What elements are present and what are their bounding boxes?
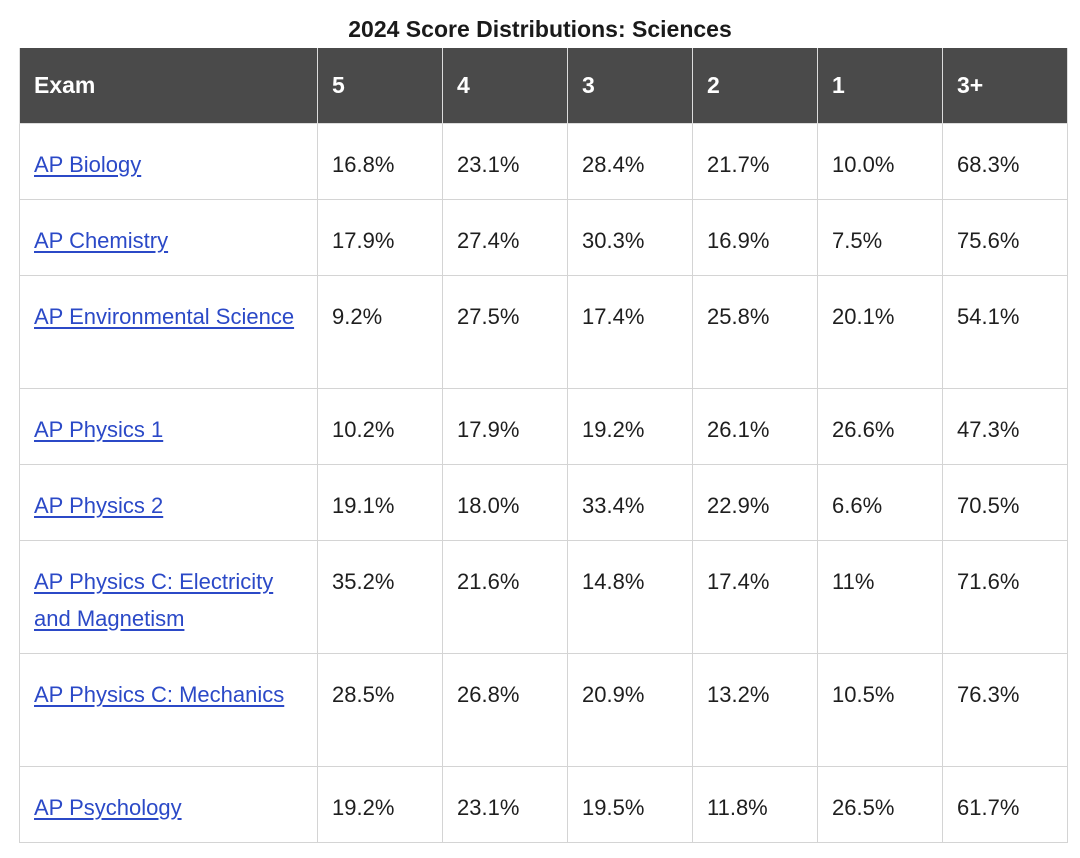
score-cell: 20.1%: [817, 275, 943, 389]
score-cell: 17.9%: [317, 199, 443, 276]
exam-link-ap-environmental-science[interactable]: AP Environmental Science: [34, 304, 295, 329]
column-header-score-2: 2: [692, 48, 818, 124]
score-cell: 17.4%: [692, 540, 818, 654]
exam-cell: AP Psychology: [19, 766, 318, 843]
score-distribution-table: Exam 5 4 3 2 1 3+ AP Biology 16.8% 23.1%…: [19, 48, 1068, 843]
score-cell: 19.5%: [567, 766, 693, 843]
exam-link-ap-chemistry[interactable]: AP Chemistry: [34, 228, 169, 253]
score-cell: 26.1%: [692, 388, 818, 465]
exam-link-ap-biology[interactable]: AP Biology: [34, 152, 142, 177]
score-cell: 10.2%: [317, 388, 443, 465]
score-cell: 17.9%: [442, 388, 568, 465]
table-row: AP Physics 2 19.1% 18.0% 33.4% 22.9% 6.6…: [19, 464, 1068, 541]
score-cell: 11%: [817, 540, 943, 654]
exam-cell: AP Physics C: Mechanics: [19, 653, 318, 767]
score-cell: 28.5%: [317, 653, 443, 767]
score-cell: 33.4%: [567, 464, 693, 541]
score-cell: 26.8%: [442, 653, 568, 767]
score-cell: 35.2%: [317, 540, 443, 654]
score-cell: 68.3%: [942, 123, 1068, 200]
score-cell: 10.5%: [817, 653, 943, 767]
column-header-score-5: 5: [317, 48, 443, 124]
exam-cell: AP Physics 1: [19, 388, 318, 465]
exam-cell: AP Biology: [19, 123, 318, 200]
score-cell: 28.4%: [567, 123, 693, 200]
score-cell: 10.0%: [817, 123, 943, 200]
column-header-score-1: 1: [817, 48, 943, 124]
table-row: AP Environmental Science 9.2% 27.5% 17.4…: [19, 275, 1068, 389]
exam-link-ap-physics-1[interactable]: AP Physics 1: [34, 417, 164, 442]
score-cell: 19.1%: [317, 464, 443, 541]
score-cell: 7.5%: [817, 199, 943, 276]
score-cell: 21.7%: [692, 123, 818, 200]
score-cell: 26.5%: [817, 766, 943, 843]
score-cell: 71.6%: [942, 540, 1068, 654]
score-cell: 13.2%: [692, 653, 818, 767]
score-cell: 9.2%: [317, 275, 443, 389]
column-header-score-4: 4: [442, 48, 568, 124]
score-cell: 30.3%: [567, 199, 693, 276]
score-cell: 70.5%: [942, 464, 1068, 541]
exam-cell: AP Physics C: Electricity and Magnetism: [19, 540, 318, 654]
score-cell: 27.5%: [442, 275, 568, 389]
exam-link-ap-physics-2[interactable]: AP Physics 2: [34, 493, 164, 518]
score-cell: 16.8%: [317, 123, 443, 200]
score-cell: 22.9%: [692, 464, 818, 541]
score-cell: 23.1%: [442, 123, 568, 200]
score-cell: 19.2%: [567, 388, 693, 465]
score-cell: 25.8%: [692, 275, 818, 389]
column-header-3-plus: 3+: [942, 48, 1068, 124]
exam-link-ap-psychology[interactable]: AP Psychology: [34, 795, 182, 820]
table-title: 2024 Score Distributions: Sciences: [348, 16, 732, 42]
exam-link-ap-physics-c-mechanics[interactable]: AP Physics C: Mechanics: [34, 682, 285, 707]
exam-link-ap-physics-c-electricity-and-magnetism[interactable]: AP Physics C: Electricity and Magnetism: [34, 569, 274, 631]
score-cell: 16.9%: [692, 199, 818, 276]
header-row: Exam 5 4 3 2 1 3+: [19, 48, 1068, 124]
score-cell: 14.8%: [567, 540, 693, 654]
score-cell: 20.9%: [567, 653, 693, 767]
column-header-score-3: 3: [567, 48, 693, 124]
score-cell: 27.4%: [442, 199, 568, 276]
score-cell: 75.6%: [942, 199, 1068, 276]
table-row: AP Physics C: Electricity and Magnetism …: [19, 540, 1068, 654]
score-cell: 54.1%: [942, 275, 1068, 389]
exam-cell: AP Environmental Science: [19, 275, 318, 389]
score-cell: 6.6%: [817, 464, 943, 541]
table-row: AP Physics 1 10.2% 17.9% 19.2% 26.1% 26.…: [19, 388, 1068, 465]
exam-cell: AP Chemistry: [19, 199, 318, 276]
score-cell: 76.3%: [942, 653, 1068, 767]
table-row: AP Chemistry 17.9% 27.4% 30.3% 16.9% 7.5…: [19, 199, 1068, 276]
score-cell: 26.6%: [817, 388, 943, 465]
exam-cell: AP Physics 2: [19, 464, 318, 541]
column-header-exam: Exam: [19, 48, 318, 124]
score-cell: 19.2%: [317, 766, 443, 843]
table-row: AP Psychology 19.2% 23.1% 19.5% 11.8% 26…: [19, 766, 1068, 843]
score-cell: 23.1%: [442, 766, 568, 843]
score-cell: 11.8%: [692, 766, 818, 843]
score-cell: 47.3%: [942, 388, 1068, 465]
score-cell: 61.7%: [942, 766, 1068, 843]
score-cell: 21.6%: [442, 540, 568, 654]
table-row: AP Physics C: Mechanics 28.5% 26.8% 20.9…: [19, 653, 1068, 767]
score-cell: 18.0%: [442, 464, 568, 541]
score-cell: 17.4%: [567, 275, 693, 389]
table-row: AP Biology 16.8% 23.1% 28.4% 21.7% 10.0%…: [19, 123, 1068, 200]
